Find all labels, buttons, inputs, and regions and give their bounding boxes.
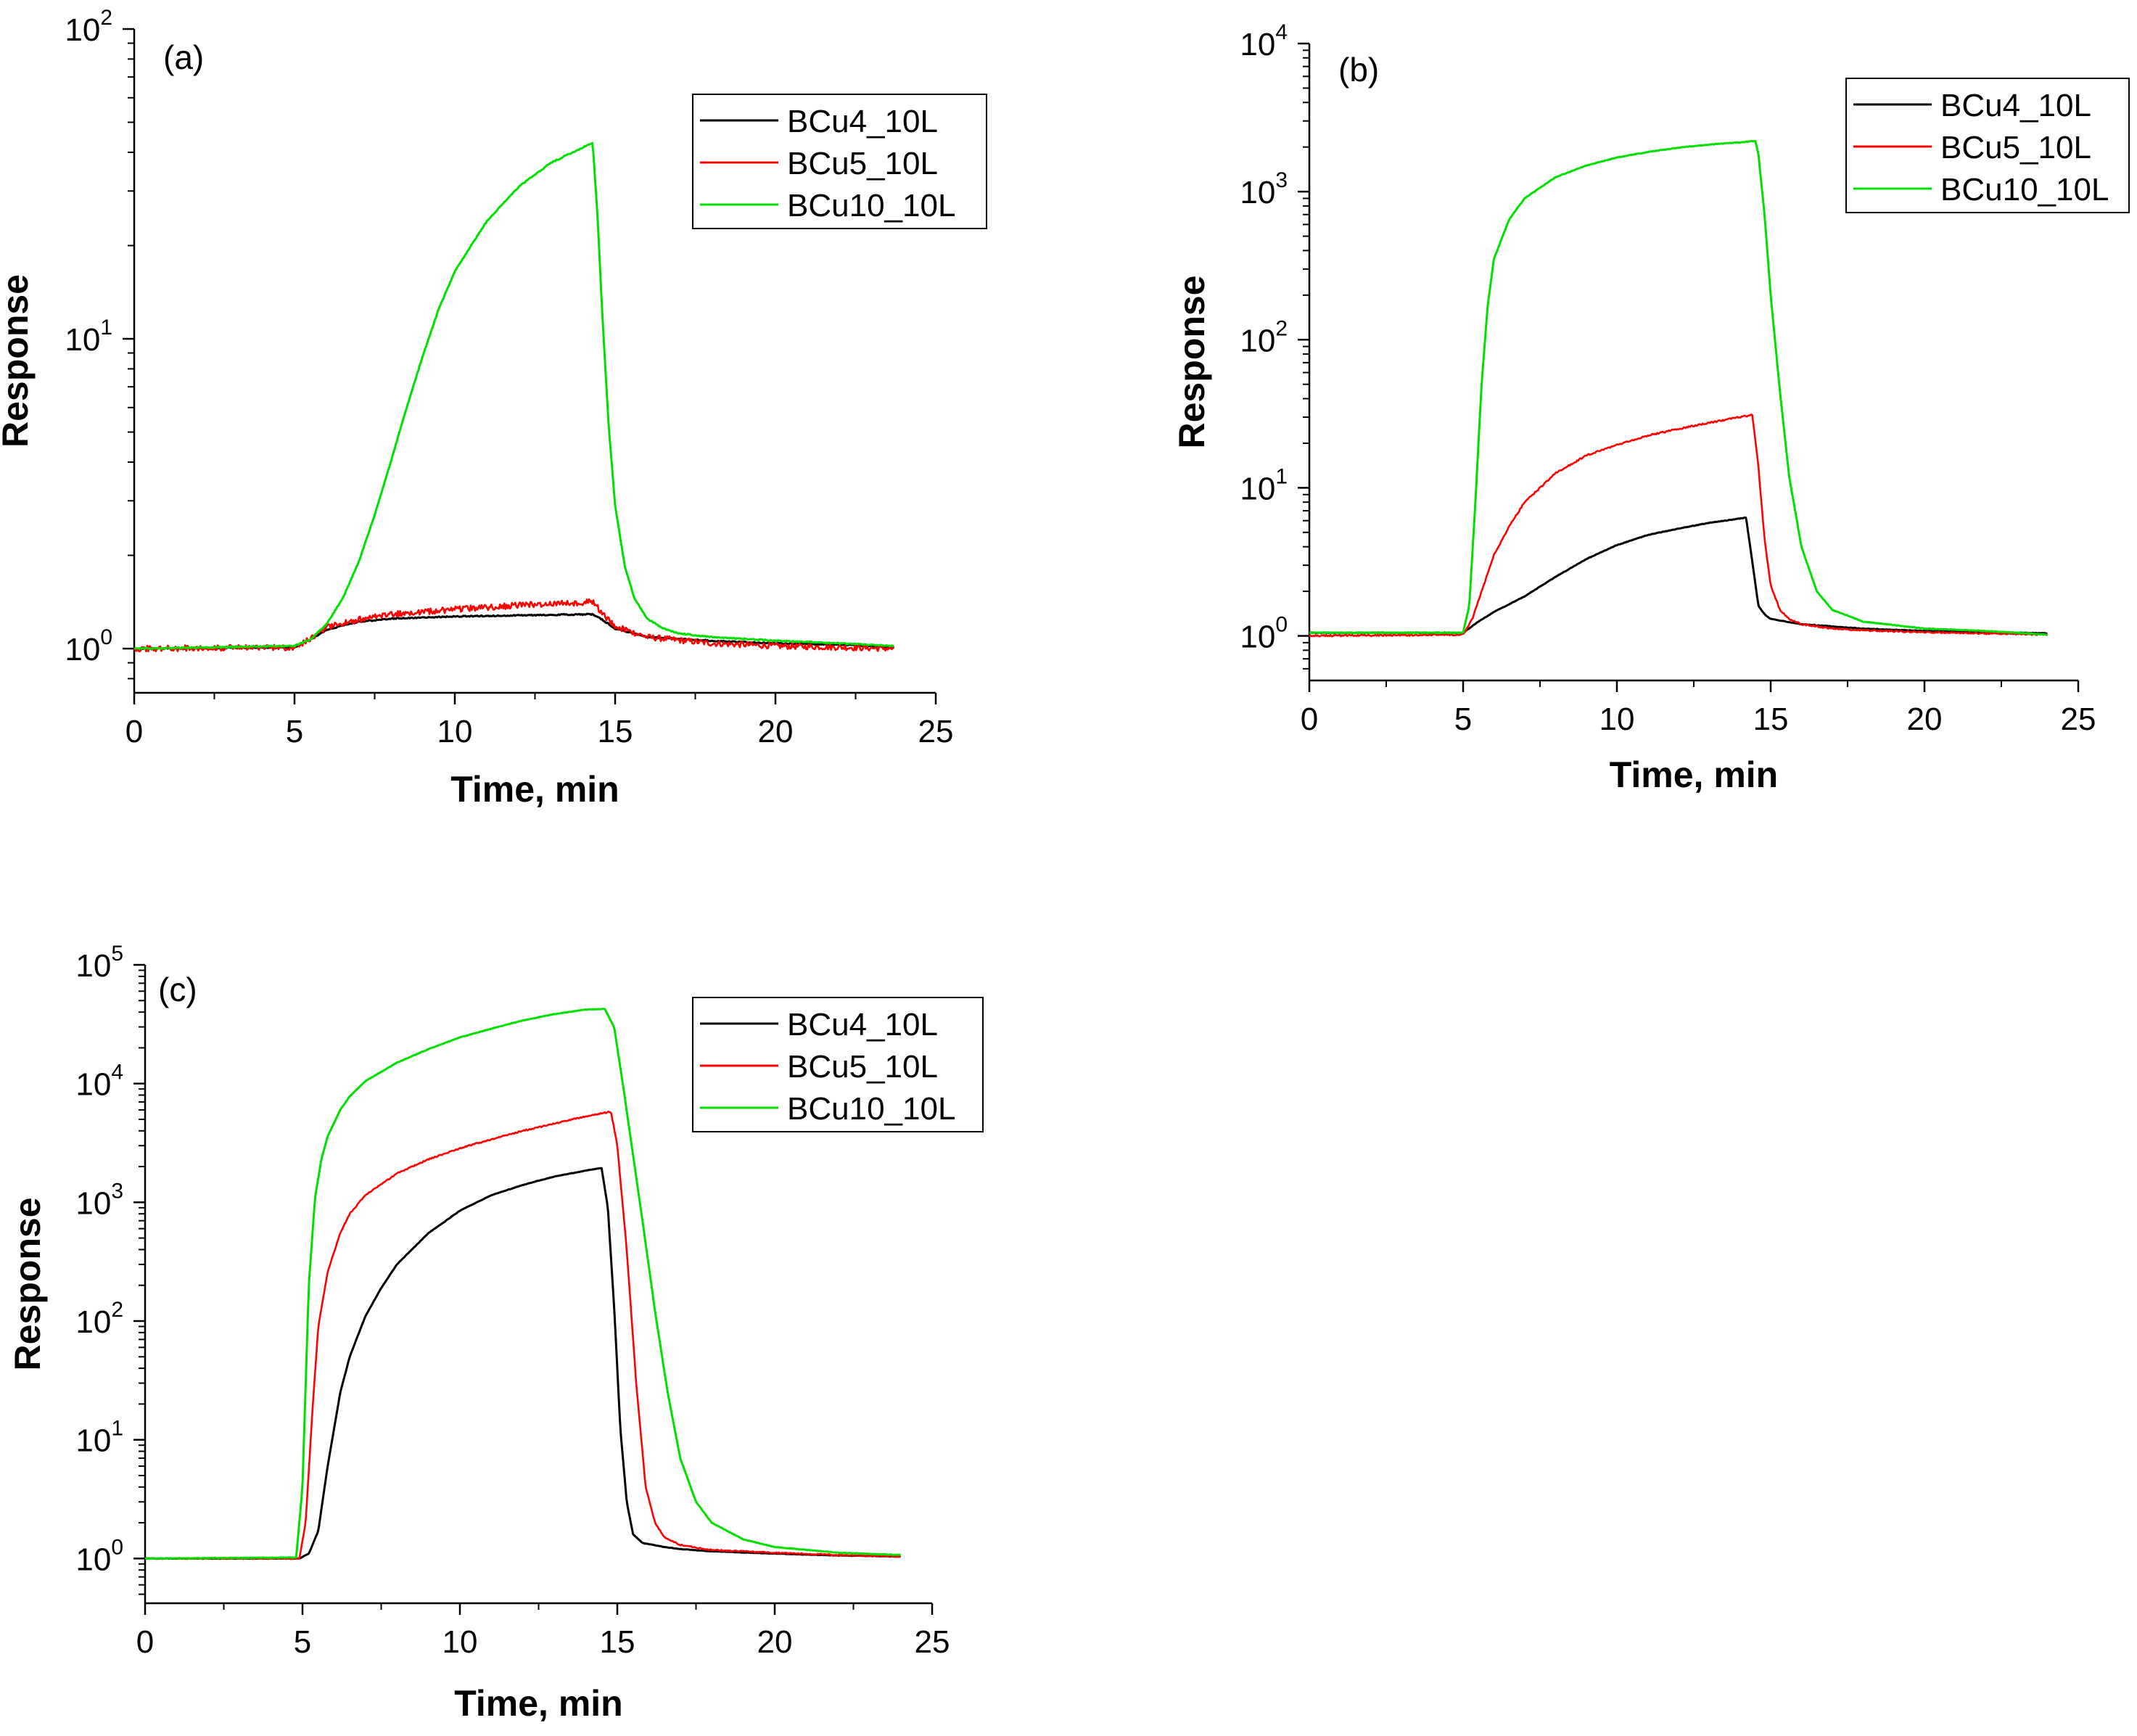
series-line-bcu4-10l [1309, 516, 2048, 635]
y-tick-label: 101 [65, 316, 112, 358]
x-tick-label: 15 [598, 714, 633, 749]
series-line-bcu5-10l [1309, 414, 2049, 638]
chart-panel-1: 0 5 10 15 20 25 100 101 102 Time, min Response (a) B… [0, 6, 987, 810]
y-tick-label: 105 [75, 942, 123, 984]
x-tick-label: 5 [1454, 702, 1472, 737]
legend-entry: BCu4_10L [787, 104, 938, 139]
y-tick-label: 101 [75, 1417, 123, 1459]
legend-entry: BCu4_10L [1940, 88, 2091, 123]
legend: BCu4_10L BCu5_10L BCu10_10L [692, 94, 987, 229]
x-tick-label: 15 [1753, 702, 1789, 737]
series-line-bcu10-10l [133, 141, 894, 650]
x-axis-title: Time, min [1610, 754, 1778, 795]
series-line-bcu4-10l [133, 612, 894, 651]
y-axis-title: Response [7, 1198, 48, 1371]
legend: BCu4_10L BCu5_10L BCu10_10L [692, 997, 984, 1132]
y-tick-label: 100 [65, 625, 112, 667]
legend-entry: BCu5_10L [787, 1049, 938, 1085]
panel-label: (b) [1338, 51, 1379, 89]
x-axis-title: Time, min [454, 1683, 622, 1724]
series-line-bcu10-10l [144, 1008, 901, 1560]
y-tick-label: 103 [1240, 168, 1288, 210]
x-axis-title: Time, min [450, 769, 619, 810]
x-tick-label: 25 [2061, 702, 2096, 737]
y-tick-label: 100 [1240, 613, 1288, 655]
x-tick-label: 10 [442, 1624, 478, 1660]
x-tick-label: 10 [1599, 702, 1635, 737]
x-tick-label: 25 [918, 714, 954, 749]
x-tick-label: 10 [437, 714, 473, 749]
series-line-bcu4-10l [144, 1167, 901, 1560]
y-tick-label: 102 [75, 1298, 123, 1340]
x-tick-label: 5 [286, 714, 303, 749]
x-tick-label: 25 [915, 1624, 950, 1660]
legend: BCu4_10L BCu5_10L BCu10_10L [1845, 78, 2130, 213]
chart-panel-2: 0 5 10 15 20 25 100 101 102 103 104 Time, min Respon… [1172, 20, 2130, 795]
y-axis-title: Response [1172, 276, 1212, 449]
x-tick-label: 0 [136, 1624, 154, 1660]
legend-entry: BCu5_10L [787, 146, 938, 181]
x-tick-label: 20 [758, 714, 794, 749]
legend-entry: BCu10_10L [787, 1091, 955, 1127]
x-tick-label: 0 [1301, 702, 1318, 737]
legend-entry: BCu10_10L [1940, 172, 2109, 207]
y-tick-label: 103 [75, 1179, 123, 1221]
series-line-bcu10-10l [1309, 139, 2048, 636]
legend-entry: BCu5_10L [1940, 130, 2091, 165]
panel-label: (a) [163, 38, 204, 76]
x-tick-label: 20 [1907, 702, 1943, 737]
y-tick-label: 102 [65, 6, 112, 48]
y-axis-title: Response [0, 274, 36, 448]
y-tick-label: 102 [1240, 316, 1288, 358]
y-tick-label: 104 [75, 1061, 123, 1103]
legend-entry: BCu4_10L [787, 1007, 938, 1042]
x-tick-label: 15 [600, 1624, 635, 1660]
x-tick-label: 20 [757, 1624, 793, 1660]
series-line-bcu5-10l [144, 1111, 902, 1560]
y-tick-label: 100 [75, 1535, 123, 1577]
panel-label: (c) [158, 971, 197, 1008]
y-tick-label: 104 [1240, 20, 1288, 62]
y-tick-label: 101 [1240, 464, 1288, 506]
x-tick-label: 0 [125, 714, 143, 749]
chart-panel-3: 0 5 10 15 20 25 100 101 102 103 104 105 Time, min Res… [7, 942, 984, 1724]
x-tick-label: 5 [294, 1624, 311, 1660]
legend-entry: BCu10_10L [787, 188, 955, 223]
